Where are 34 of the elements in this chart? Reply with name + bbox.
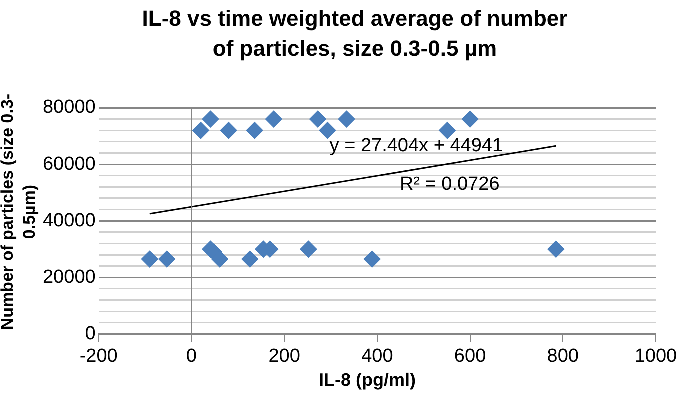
point xyxy=(246,122,264,140)
point xyxy=(202,110,220,128)
point xyxy=(462,110,479,128)
chart-title: IL-8 vs time weighted average of number of particles, size 0.3-0.5 µm xyxy=(141,5,569,63)
y-axis-title: Number of particles (size 0.3-0.5µm) xyxy=(0,92,40,332)
point xyxy=(242,250,259,268)
x-tick-label: -200 xyxy=(80,346,118,367)
x-tick-label: 400 xyxy=(362,346,394,367)
y-tick-label: 0 xyxy=(85,323,96,344)
point xyxy=(265,110,282,128)
x-tick-label: 800 xyxy=(547,346,579,367)
y-tick-label: 60000 xyxy=(42,154,96,175)
annotation: y = 27.404x + 44941 xyxy=(330,136,504,157)
point xyxy=(319,122,336,140)
point xyxy=(309,110,326,128)
y-tick-label: 80000 xyxy=(42,97,96,118)
annotation: R² = 0.0726 xyxy=(400,174,500,196)
point xyxy=(212,250,229,268)
point xyxy=(364,250,381,268)
y-tick-label: 40000 xyxy=(42,210,96,232)
point xyxy=(220,122,238,140)
point xyxy=(141,250,158,268)
point xyxy=(300,240,318,258)
point xyxy=(548,240,565,258)
x-tick-label: 0 xyxy=(186,346,197,367)
y-tick-label: 20000 xyxy=(42,266,96,288)
x-tick-label: 600 xyxy=(454,346,486,367)
x-axis-title: IL-8 (pg/ml) xyxy=(318,370,417,391)
x-tick-label: 1000 xyxy=(634,346,678,367)
point xyxy=(439,122,456,140)
x-tick-label: 200 xyxy=(268,346,300,367)
point xyxy=(158,250,176,268)
point xyxy=(192,122,210,140)
point xyxy=(338,110,356,128)
